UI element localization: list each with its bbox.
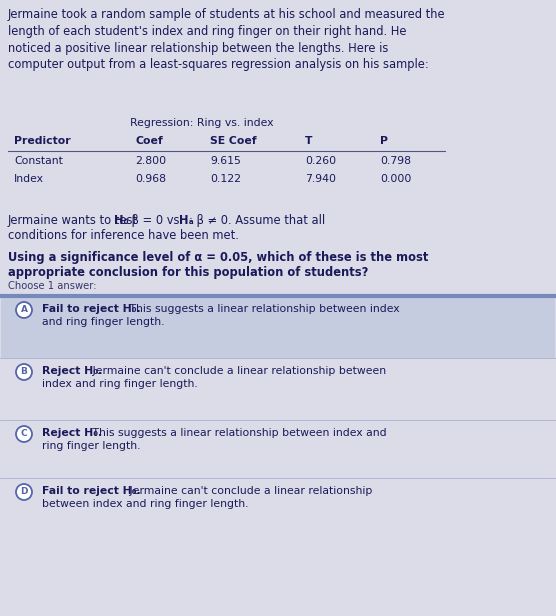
Text: Hₐ: Hₐ bbox=[179, 214, 194, 227]
Text: Jermaine can't conclude a linear relationship: Jermaine can't conclude a linear relatio… bbox=[126, 486, 373, 496]
Text: : β ≠ 0. Assume that all: : β ≠ 0. Assume that all bbox=[189, 214, 325, 227]
Text: Index: Index bbox=[14, 174, 44, 184]
Circle shape bbox=[16, 364, 32, 380]
FancyBboxPatch shape bbox=[1, 296, 555, 357]
Text: 0.000: 0.000 bbox=[380, 174, 411, 184]
Text: A: A bbox=[21, 306, 27, 315]
Text: Jermaine can't conclude a linear relationship between: Jermaine can't conclude a linear relatio… bbox=[89, 366, 386, 376]
Text: 0.968: 0.968 bbox=[135, 174, 166, 184]
Text: 7.940: 7.940 bbox=[305, 174, 336, 184]
Text: 2.800: 2.800 bbox=[135, 156, 166, 166]
Text: appropriate conclusion for this population of students?: appropriate conclusion for this populati… bbox=[8, 266, 369, 279]
Text: and ring finger length.: and ring finger length. bbox=[42, 317, 165, 327]
Text: T: T bbox=[305, 136, 312, 146]
Text: H₀: H₀ bbox=[114, 214, 128, 227]
Text: Reject H₀.: Reject H₀. bbox=[42, 366, 102, 376]
Text: 9.615: 9.615 bbox=[210, 156, 241, 166]
Text: Regression: Ring vs. index: Regression: Ring vs. index bbox=[130, 118, 274, 128]
Text: SE Coef: SE Coef bbox=[210, 136, 257, 146]
Text: Jermaine took a random sample of students at his school and measured the
length : Jermaine took a random sample of student… bbox=[8, 8, 445, 71]
Text: Jermaine wants to test: Jermaine wants to test bbox=[8, 214, 142, 227]
Text: ring finger length.: ring finger length. bbox=[42, 441, 141, 451]
Circle shape bbox=[16, 426, 32, 442]
Text: index and ring finger length.: index and ring finger length. bbox=[42, 379, 198, 389]
Text: Coef: Coef bbox=[135, 136, 163, 146]
Text: conditions for inference have been met.: conditions for inference have been met. bbox=[8, 229, 239, 242]
Text: 0.260: 0.260 bbox=[305, 156, 336, 166]
Circle shape bbox=[16, 302, 32, 318]
Text: between index and ring finger length.: between index and ring finger length. bbox=[42, 499, 249, 509]
Text: Predictor: Predictor bbox=[14, 136, 71, 146]
Text: 0.798: 0.798 bbox=[380, 156, 411, 166]
Text: Using a significance level of α = 0.05, which of these is the most: Using a significance level of α = 0.05, … bbox=[8, 251, 428, 264]
Text: Reject H₀.: Reject H₀. bbox=[42, 428, 102, 438]
Text: P: P bbox=[380, 136, 388, 146]
Text: Constant: Constant bbox=[14, 156, 63, 166]
Text: D: D bbox=[20, 487, 28, 496]
Circle shape bbox=[16, 484, 32, 500]
Text: This suggests a linear relationship between index and: This suggests a linear relationship betw… bbox=[89, 428, 386, 438]
Text: Fail to reject H₀.: Fail to reject H₀. bbox=[42, 486, 141, 496]
Text: 0.122: 0.122 bbox=[210, 174, 241, 184]
Text: : β = 0 vs.: : β = 0 vs. bbox=[124, 214, 187, 227]
Text: This suggests a linear relationship between index: This suggests a linear relationship betw… bbox=[126, 304, 400, 314]
Text: Choose 1 answer:: Choose 1 answer: bbox=[8, 281, 97, 291]
Text: C: C bbox=[21, 429, 27, 439]
Text: Fail to reject H₀.: Fail to reject H₀. bbox=[42, 304, 141, 314]
Text: B: B bbox=[21, 368, 27, 376]
